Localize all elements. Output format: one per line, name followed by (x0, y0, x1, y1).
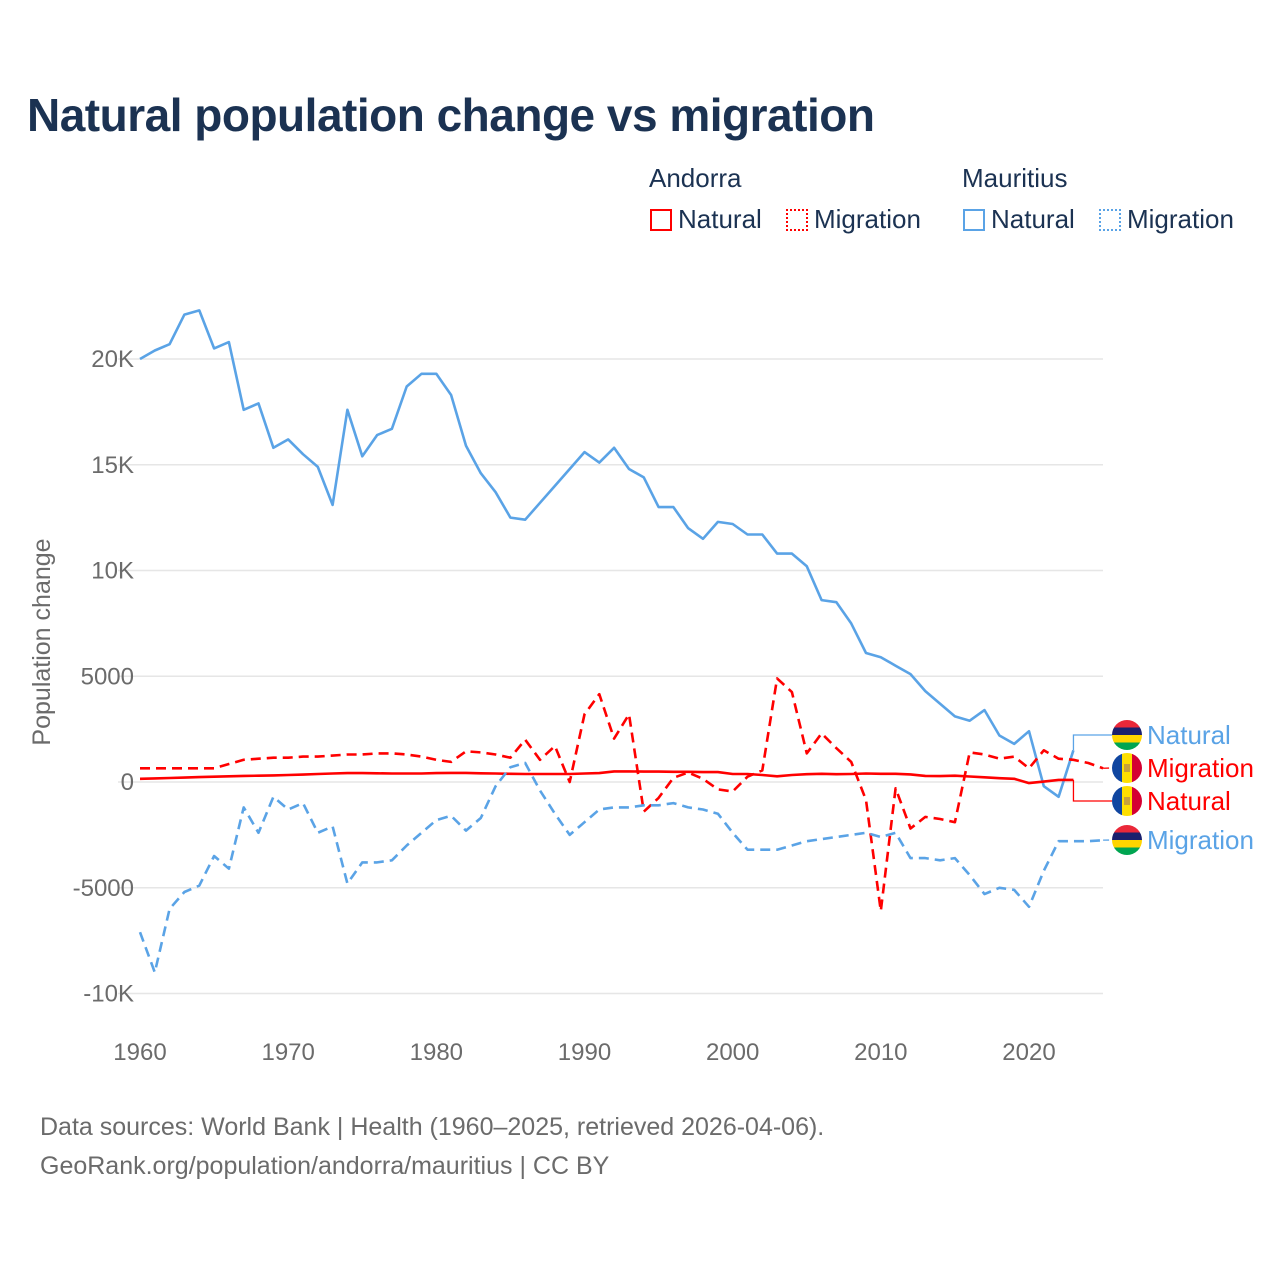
y-tick-label: 20K (91, 346, 134, 373)
label-connector (1072, 734, 1112, 751)
label-connector (1072, 779, 1112, 802)
x-tick-label: 1970 (261, 1039, 314, 1066)
x-tick-label: 1990 (558, 1039, 611, 1066)
end-label-mauritius-migration: Migration (1147, 825, 1254, 855)
end-label-mauritius-natural: Natural (1147, 720, 1231, 750)
chart-title: Natural population change vs migration (27, 89, 875, 141)
legend-group-andorra: Andorra (649, 163, 742, 193)
source-line-2[interactable]: GeoRank.org/population/andorra/mauritius… (40, 1152, 610, 1180)
series-line-andorra-natural (139, 770, 1074, 785)
end-label-andorra-natural: Natural (1147, 786, 1231, 816)
legend-mauritius-migration[interactable]: Migration (1099, 204, 1234, 235)
end-label-andorra-migration: Migration (1147, 753, 1254, 783)
x-tick-label: 2020 (1002, 1039, 1055, 1066)
legend-swatch-solid (963, 208, 985, 231)
legend-swatch-dotted (786, 208, 808, 231)
mauritius-flag-icon (1112, 825, 1142, 855)
y-tick-label: -10K (83, 981, 134, 1008)
y-tick-label: 10K (91, 558, 134, 585)
andorra-flag-icon (1112, 753, 1142, 783)
x-tick-label: 2010 (854, 1039, 907, 1066)
mauritius-flag-icon (1112, 720, 1142, 750)
y-tick-label: 5000 (81, 663, 134, 690)
y-tick-label: -5000 (73, 875, 134, 902)
legend-label: Migration (814, 204, 921, 234)
legend-swatch-dotted (1099, 208, 1121, 231)
series-line-mauritius-migration (138, 761, 1104, 974)
series-line-mauritius-natural (139, 309, 1075, 799)
andorra-flag-icon (1112, 786, 1142, 816)
legend-label: Migration (1127, 204, 1234, 234)
x-tick-label: 1980 (410, 1039, 463, 1066)
x-tick-label: 1960 (113, 1039, 166, 1066)
y-tick-label: 0 (121, 769, 134, 796)
y-tick-label: 15K (91, 452, 134, 479)
legend-mauritius-natural[interactable]: Natural (963, 204, 1075, 235)
legend-andorra-migration[interactable]: Migration (786, 204, 921, 235)
legend-group-mauritius: Mauritius (962, 163, 1068, 193)
source-line-1: Data sources: World Bank | Health (1960–… (40, 1113, 825, 1141)
legend-andorra-natural[interactable]: Natural (650, 204, 762, 235)
x-tick-label: 2000 (706, 1039, 759, 1066)
source-note: Data sources: World Bank | Health (1960–… (40, 1108, 824, 1186)
series-line-andorra-migration (140, 677, 1104, 913)
legend-label: Natural (991, 204, 1075, 234)
legend-swatch-solid (650, 208, 672, 231)
legend-label: Natural (678, 204, 762, 234)
y-axis-label: Population change (28, 538, 56, 745)
